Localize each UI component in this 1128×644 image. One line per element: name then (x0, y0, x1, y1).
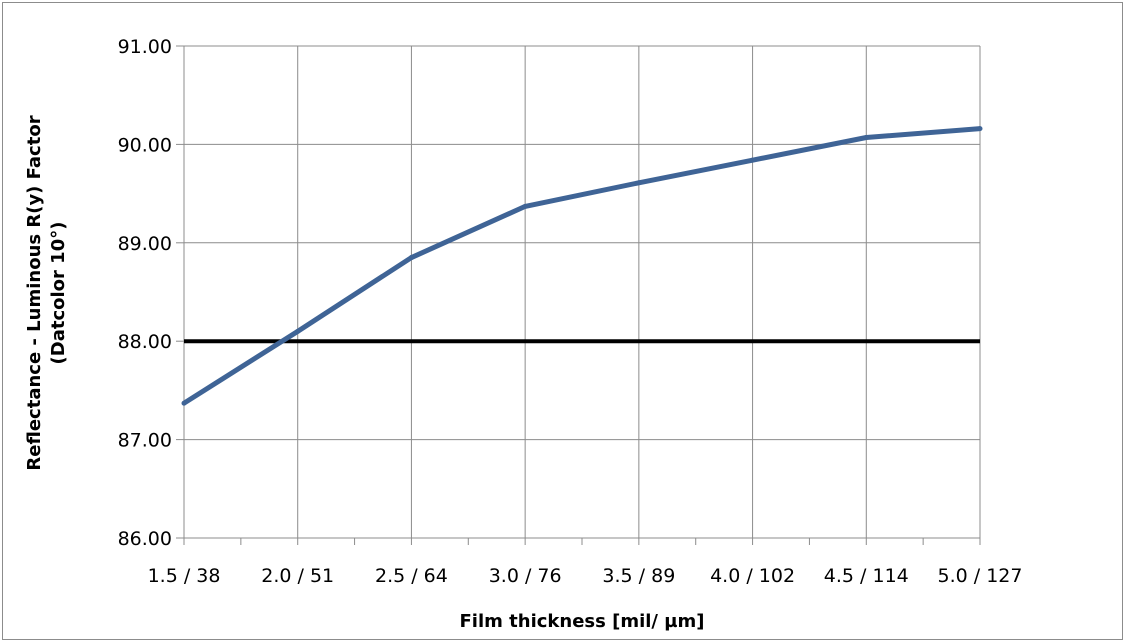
y-tick-label: 91.00 (118, 36, 172, 58)
y-tick-label: 89.00 (118, 233, 172, 255)
y-axis-title-line2: (Datcolor 10°) (48, 222, 69, 365)
data-point (636, 180, 642, 186)
x-tick-label: 4.0 / 102 (710, 565, 795, 587)
data-point (863, 135, 869, 141)
x-tick-labels: 1.5 / 38 2.0 / 51 2.5 / 64 3.0 / 76 3.5 / 89… (148, 565, 1023, 587)
y-axis-title-secondary: (Datcolor 10°) (48, 222, 69, 365)
data-point (522, 203, 528, 209)
data-point (977, 126, 983, 132)
x-tick-label: 4.5 / 114 (824, 565, 909, 587)
x-tick-label: 5.0 / 127 (938, 565, 1023, 587)
series-group (181, 126, 983, 406)
series-line (182, 126, 981, 406)
x-tick-label: 2.0 / 51 (261, 565, 334, 587)
axes (176, 45, 981, 545)
data-point (181, 400, 187, 406)
x-tick-label: 3.0 / 76 (489, 565, 562, 587)
y-tick-label: 88.00 (118, 331, 172, 353)
y-tick-labels: 86.00 87.00 88.00 89.00 90.00 91.00 (118, 36, 172, 550)
x-tick-label: 1.5 / 38 (148, 565, 221, 587)
y-tick-label: 86.00 (118, 528, 172, 550)
data-point (295, 328, 301, 334)
y-axis-title-line1: Reflectance - Luminous R(y) Factor (24, 115, 45, 470)
gridlines (184, 45, 981, 538)
x-axis-title: Film thickness [mil/ µm] (460, 611, 705, 632)
y-tick-label: 87.00 (118, 430, 172, 452)
data-point (750, 157, 756, 163)
x-tick-label: 2.5 / 64 (375, 565, 448, 587)
data-point (408, 255, 414, 261)
x-tick-label: 3.5 / 89 (602, 565, 675, 587)
y-tick-label: 90.00 (118, 134, 172, 156)
y-axis-title: Reflectance - Luminous R(y) Factor (24, 115, 45, 470)
